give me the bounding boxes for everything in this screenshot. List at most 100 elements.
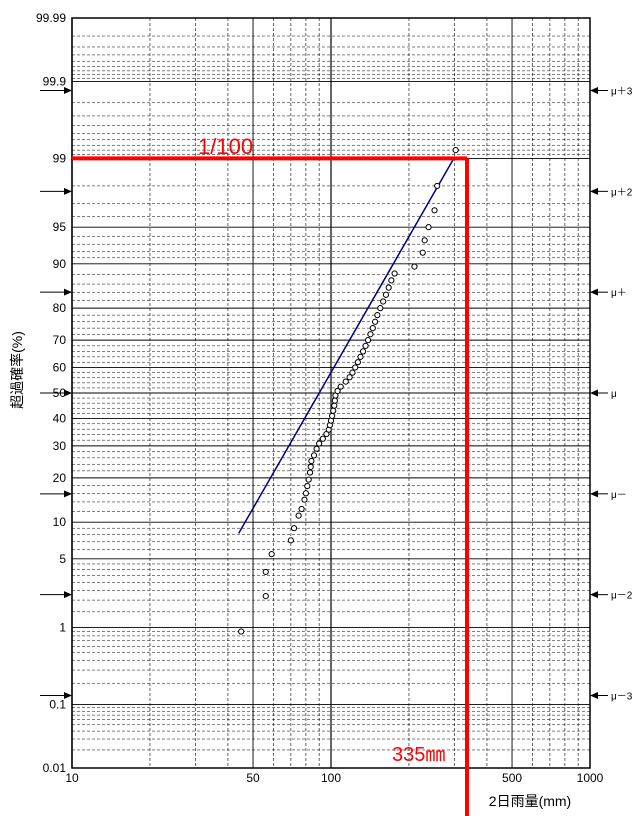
data-point xyxy=(319,435,326,442)
data-point xyxy=(434,182,441,190)
x-tick-labels: 10 50 100 500 1000 xyxy=(65,771,603,785)
data-point xyxy=(425,224,432,231)
x-tick-label: 50 xyxy=(246,771,260,785)
x-tick-label: 500 xyxy=(502,771,522,785)
data-point xyxy=(290,525,298,532)
data-point xyxy=(364,337,372,344)
data-point xyxy=(334,387,341,395)
data-point xyxy=(357,353,364,360)
y-tick-label: 40 xyxy=(53,412,67,426)
sigma-arrowhead-right xyxy=(590,86,598,94)
fit-line xyxy=(238,158,455,534)
data-point xyxy=(331,397,338,404)
data-point xyxy=(287,537,294,544)
sigma-arrowhead-right xyxy=(590,490,598,498)
y-tick-label: 10 xyxy=(53,515,67,529)
data-point xyxy=(431,207,438,214)
data-point xyxy=(371,318,379,325)
sigma-arrowhead-right xyxy=(590,591,598,599)
data-point xyxy=(306,469,314,476)
y-tick-label: 0.01 xyxy=(43,761,67,775)
fit-line-group xyxy=(238,158,455,534)
sigma-arrowhead-left xyxy=(64,389,72,397)
data-point xyxy=(308,457,315,465)
y-tick-label: 60 xyxy=(53,360,67,374)
sigma-label: μ xyxy=(611,389,617,400)
data-point xyxy=(367,331,374,338)
grid-lines xyxy=(71,18,590,768)
sigma-arrowhead-right xyxy=(590,187,598,195)
data-point xyxy=(421,237,428,244)
y-tick-label: 99.99 xyxy=(36,11,66,25)
data-point xyxy=(302,490,310,497)
data-point xyxy=(298,505,305,513)
sigma-label: μ－ xyxy=(611,490,627,501)
data-point xyxy=(238,628,245,635)
design-value-label: 335㎜ xyxy=(392,744,445,766)
data-point xyxy=(346,374,353,381)
data-point xyxy=(337,383,344,390)
sigma-arrowhead-left xyxy=(64,692,72,700)
data-point xyxy=(419,249,426,256)
y-tick-label: 95 xyxy=(53,220,67,234)
data-point xyxy=(305,476,312,483)
data-point xyxy=(359,348,367,355)
data-point xyxy=(388,277,395,284)
data-point xyxy=(362,342,369,349)
sigma-arrowhead-left xyxy=(64,490,72,498)
data-point xyxy=(268,551,275,558)
data-point xyxy=(452,147,459,154)
data-point xyxy=(382,291,390,298)
sigma-arrowhead-right xyxy=(590,692,598,700)
data-point xyxy=(374,312,381,319)
sigma-arrowhead-left xyxy=(64,591,72,599)
data-point xyxy=(352,364,359,371)
y-tick-label: 80 xyxy=(53,301,67,315)
y-tick-label: 30 xyxy=(53,439,67,453)
sigma-label: μ＋3 xyxy=(611,86,633,97)
x-tick-label: 1000 xyxy=(577,771,604,785)
data-point xyxy=(316,440,323,447)
data-point xyxy=(313,445,320,452)
x-tick-label: 10 xyxy=(65,771,79,785)
data-point xyxy=(349,369,356,376)
data-points xyxy=(238,147,459,635)
sigma-arrowhead-left xyxy=(64,86,72,94)
data-point xyxy=(262,568,269,576)
sigma-label: μ＋2 xyxy=(611,187,633,198)
y-axis-label: 超過確率(%) xyxy=(9,331,25,409)
data-point xyxy=(369,325,376,332)
data-point xyxy=(380,298,387,305)
data-point xyxy=(310,452,318,459)
data-point xyxy=(391,270,398,277)
data-point xyxy=(330,407,337,414)
data-point xyxy=(329,412,336,420)
data-point xyxy=(331,402,338,409)
return-period-label: 1/100 xyxy=(198,134,253,159)
data-point xyxy=(307,463,314,470)
y-tick-label: 20 xyxy=(53,471,67,485)
x-tick-label: 100 xyxy=(321,771,341,785)
sigma-marks: μ＋3 μ＋2 μ＋ μ μ－ μ－2 μ－3 xyxy=(40,86,633,703)
y-tick-label: 70 xyxy=(53,333,67,347)
sigma-arrowhead-left xyxy=(64,288,72,296)
data-point xyxy=(262,592,269,600)
y-tick-label: 0.1 xyxy=(49,698,66,712)
sigma-label: μ－3 xyxy=(611,692,633,703)
data-point xyxy=(295,512,302,519)
y-tick-label: 1 xyxy=(59,621,66,635)
sigma-arrowhead-left xyxy=(64,187,72,195)
data-point xyxy=(354,359,361,366)
annotation-group xyxy=(72,156,469,816)
y-tick-label: 99 xyxy=(53,151,67,165)
x-axis-label: 2日雨量(mm) xyxy=(489,793,571,809)
y-tick-label: 90 xyxy=(53,257,67,271)
y-tick-label: 5 xyxy=(59,552,66,566)
data-point xyxy=(377,305,384,312)
sigma-arrowhead-right xyxy=(590,288,598,296)
sigma-label: μ－2 xyxy=(611,591,633,602)
data-point xyxy=(304,482,311,490)
data-point xyxy=(385,284,392,291)
